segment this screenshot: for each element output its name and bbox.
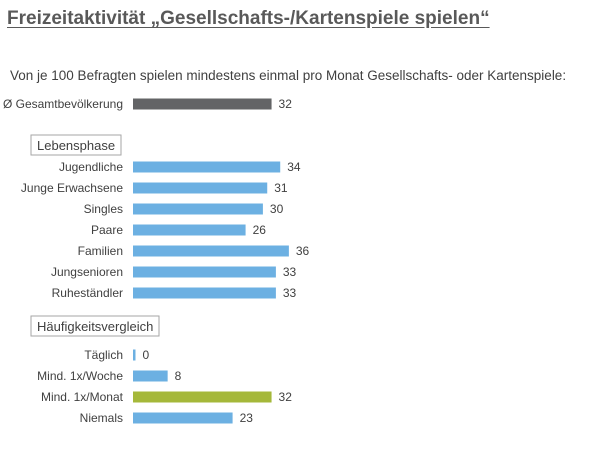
category-label: Singles (84, 202, 123, 216)
category-label: Täglich (84, 348, 123, 362)
value-label: 34 (287, 160, 301, 174)
group-label-box (30, 315, 160, 337)
bar (133, 349, 136, 361)
chart-subtitle: Von je 100 Befragten spielen mindestens … (10, 68, 567, 83)
category-label: Ruheständler (52, 286, 123, 300)
value-label: 0 (143, 348, 150, 362)
value-label: 31 (274, 181, 288, 195)
value-label: 26 (253, 223, 267, 237)
category-label: Mind. 1x/Monat (41, 390, 124, 404)
bar (133, 391, 272, 403)
category-label: Junge Erwachsene (21, 181, 123, 195)
chart-title: Freizeitaktivität „Gesellschafts-/Karten… (7, 8, 490, 29)
bar (133, 203, 263, 215)
bar (133, 412, 233, 424)
bar (133, 224, 246, 236)
bar (133, 161, 281, 173)
value-label: 33 (283, 286, 297, 300)
value-label: 36 (296, 244, 310, 258)
bar (133, 370, 168, 382)
category-label: Ø Gesamtbevölkerung (3, 97, 123, 111)
value-label: 8 (175, 369, 182, 383)
bar (133, 266, 276, 278)
bar (133, 98, 272, 110)
bar (133, 182, 268, 194)
category-label: Mind. 1x/Woche (37, 369, 123, 383)
category-label: Jugendliche (59, 160, 123, 174)
category-label: Niemals (80, 411, 123, 425)
bar (133, 287, 276, 299)
group-label: Häufigkeitsvergleich (37, 319, 153, 334)
value-label: 33 (283, 265, 297, 279)
value-label: 32 (279, 390, 293, 404)
category-label: Jungsenioren (51, 265, 123, 279)
bar (133, 245, 289, 257)
group-label: Lebensphase (37, 138, 115, 153)
category-label: Familien (78, 244, 123, 258)
value-label: 23 (240, 411, 254, 425)
category-label: Paare (91, 223, 123, 237)
value-label: 30 (270, 202, 284, 216)
value-label: 32 (279, 97, 293, 111)
group-label-box (30, 134, 122, 156)
